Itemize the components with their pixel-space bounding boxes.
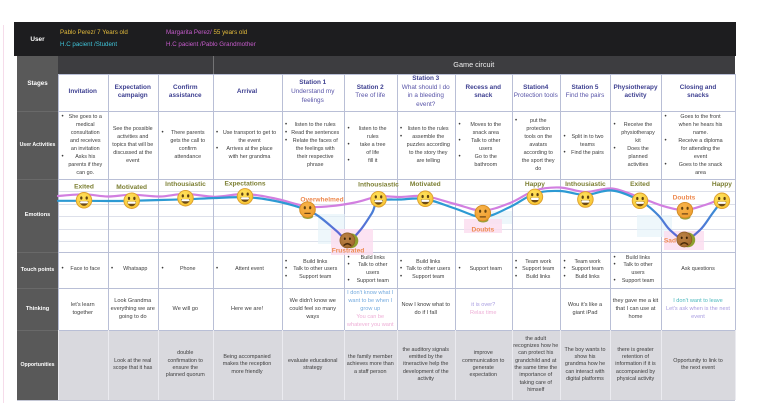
svg-text:Exited: Exited [74, 184, 94, 191]
svg-text:Doubts: Doubts [673, 195, 696, 202]
svg-text:Inthousiastic: Inthousiastic [565, 181, 606, 188]
svg-text:Inthousiastic: Inthousiastic [165, 181, 206, 188]
svg-text:Expectations: Expectations [224, 181, 265, 188]
svg-text:Motivated: Motivated [410, 181, 441, 188]
svg-text:Sad: Sad [664, 238, 676, 245]
svg-text:Happy: Happy [712, 181, 732, 188]
svg-text:Exited: Exited [630, 181, 650, 188]
svg-text:Doubts: Doubts [471, 226, 494, 233]
svg-text:Motivated: Motivated [116, 184, 147, 191]
svg-text:Frustrated: Frustrated [332, 248, 365, 255]
svg-text:Happy: Happy [525, 181, 545, 188]
svg-text:Overwhelmed: Overwhelmed [300, 196, 343, 203]
svg-text:Inthousiastic: Inthousiastic [358, 181, 399, 188]
